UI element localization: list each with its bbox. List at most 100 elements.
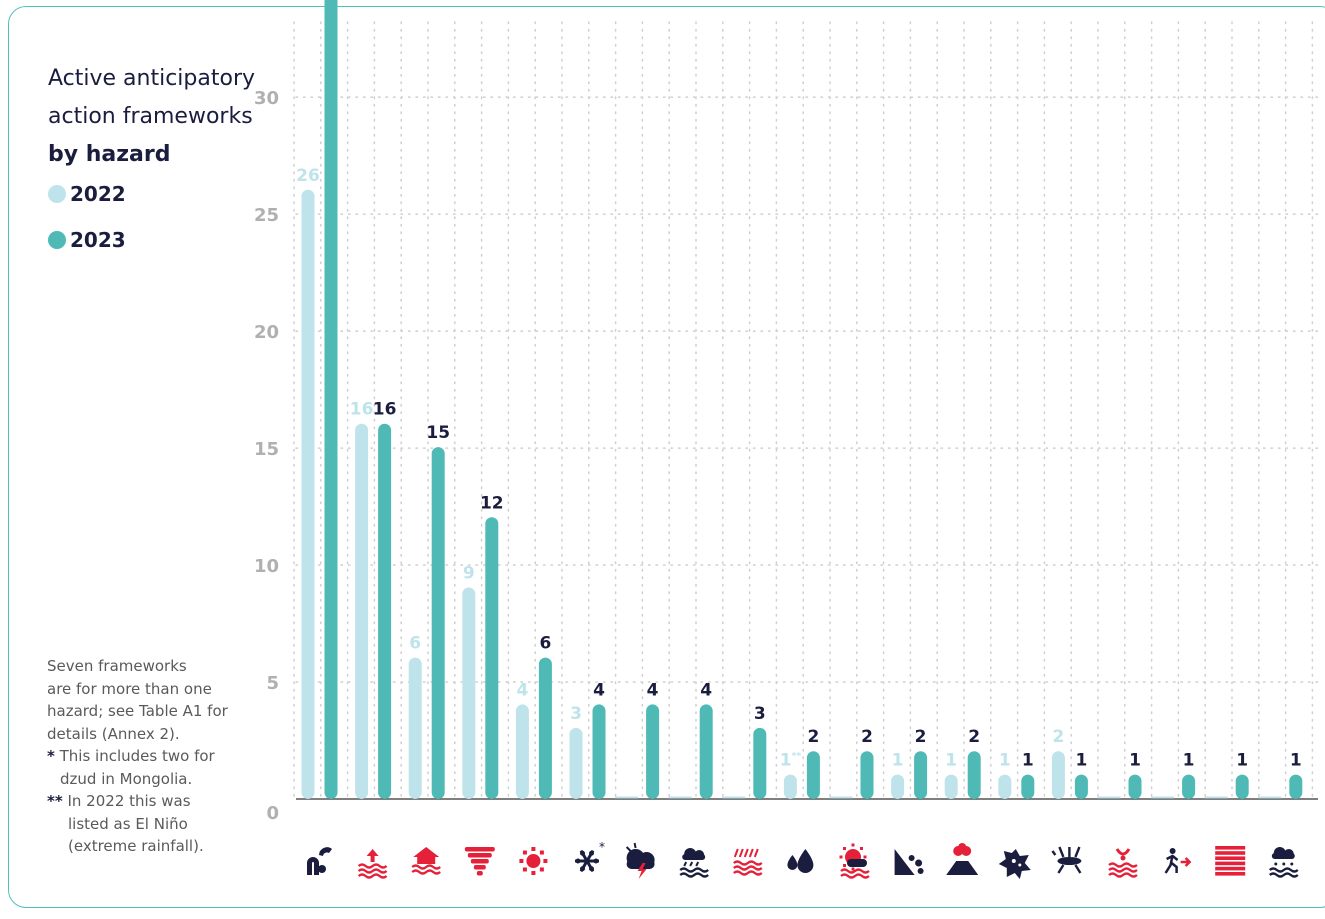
landslide-icon	[894, 849, 924, 875]
bar-2023	[914, 751, 928, 799]
volcano-icon	[946, 843, 979, 875]
note-line-3: hazard; see Table A1 for	[47, 702, 228, 720]
chart-notes: Seven frameworks are for more than one h…	[47, 655, 242, 858]
data-label-2023: 4	[700, 680, 712, 700]
data-label-2022: 16	[350, 400, 374, 420]
cyclone-icon	[464, 847, 495, 876]
tsunami-icon	[1108, 848, 1138, 878]
cold-wave-icon: *	[575, 840, 605, 873]
bar-2022	[1051, 751, 1065, 799]
data-label-2023: 3	[754, 704, 766, 724]
legend-swatch-2023	[48, 231, 66, 249]
data-label-2022: 26	[296, 166, 320, 186]
footnote-2-line-1: In 2022 this was	[67, 792, 191, 810]
drought-icon	[307, 847, 332, 875]
data-label-2023: 1	[1129, 751, 1141, 771]
bar-2022	[944, 774, 958, 799]
bar-2023	[1128, 774, 1142, 799]
footnote-1-line-2: dzud in Mongolia.	[60, 769, 193, 788]
y-tick-label: 10	[254, 556, 279, 577]
legend-swatch-2022	[48, 185, 66, 203]
bar-2022	[998, 774, 1012, 799]
footnote-2: ** In 2022 this was	[47, 790, 242, 813]
data-label-2023: 2	[807, 727, 819, 747]
cold-wave-footnote-mark: *	[599, 840, 605, 854]
y-tick-label: 30	[254, 88, 279, 109]
note-line-2: are for more than one	[47, 679, 212, 698]
bar-2022	[569, 727, 583, 799]
bar-2023	[1074, 774, 1088, 799]
heavy-rain-icon	[733, 848, 763, 876]
legend-item-2022: 2022	[48, 182, 126, 206]
bar-2023	[485, 517, 499, 799]
footnote-2-mark: **	[47, 792, 63, 810]
data-label-2022: 1	[945, 751, 957, 771]
title-line-2: action frameworks	[48, 104, 253, 129]
footnote-2-line-2: listed as El Niño	[68, 814, 188, 833]
bar-2022	[783, 774, 797, 799]
legend-label-2022: 2022	[70, 182, 126, 206]
data-label-2022: 4	[516, 680, 528, 700]
note-line-1: Seven frameworks	[47, 657, 187, 675]
bar-2023	[806, 751, 820, 799]
y-tick-label: 25	[254, 205, 279, 226]
bar-2022	[462, 587, 476, 799]
data-label-2023: 1	[1183, 751, 1195, 771]
chart-frame	[8, 6, 1325, 908]
bar-2023	[1182, 774, 1196, 799]
data-label-2023: 4	[593, 680, 605, 700]
bar-2023	[967, 751, 981, 799]
y-tick-label: 15	[254, 439, 279, 460]
data-label-2023: 1	[1022, 751, 1034, 771]
data-label-2022: 2	[1052, 727, 1064, 747]
data-label-2023: 1	[1236, 751, 1248, 771]
note-line-4: details (Annex 2).	[47, 724, 180, 743]
data-label-2022: 6	[409, 634, 421, 654]
data-label-2023: 15	[426, 423, 450, 443]
water-icon	[787, 849, 814, 873]
y-tick-label: 0	[266, 803, 279, 824]
data-label-2022: 1	[892, 751, 904, 771]
bar-2022	[301, 189, 315, 799]
data-label-2023: 2	[861, 727, 873, 747]
chart-title: Active anticipatory action frameworks by…	[48, 60, 255, 174]
bar-2023	[324, 0, 338, 799]
data-label-2023: 1	[1290, 751, 1302, 771]
y-tick-label: 5	[266, 673, 279, 694]
data-label-2023: 12	[480, 493, 504, 513]
footnote-2-line-3: (extreme rainfall).	[68, 837, 204, 855]
title-line-3: by hazard	[48, 142, 171, 167]
footnote-1: * This includes two for	[47, 745, 242, 768]
data-label-2023: 4	[647, 680, 659, 700]
data-label-2023: 2	[915, 727, 927, 747]
data-label-2022: 1	[999, 751, 1011, 771]
displacement-icon	[1164, 848, 1192, 874]
bar-2023	[699, 704, 713, 799]
bar-2022	[408, 657, 422, 799]
data-label-2022: 1**	[780, 751, 802, 771]
snow-storm-icon	[1269, 847, 1299, 878]
heatwave-icon	[519, 847, 548, 875]
legend-label-2023: 2023	[70, 228, 126, 252]
bar-2023	[378, 423, 392, 799]
bar-2022	[891, 774, 905, 799]
tornado-icon	[1215, 846, 1246, 876]
footnote-1-mark: *	[47, 747, 55, 765]
bar-2022	[355, 423, 369, 799]
bar-2023	[1021, 774, 1035, 799]
data-label-2023: 16	[373, 400, 397, 420]
bar-2023	[753, 727, 767, 799]
bar-2023	[592, 704, 606, 799]
data-label-2023: 2	[968, 727, 980, 747]
flash-flood-icon	[679, 848, 709, 878]
bar-2023	[1289, 774, 1303, 799]
insect-infestation-icon	[1051, 846, 1082, 874]
footnote-1-line-1: This includes two for	[59, 747, 215, 765]
bar-2023	[1235, 774, 1249, 799]
data-label-2022: 9	[463, 563, 475, 583]
el-nino-icon	[839, 843, 870, 879]
bar-2023	[538, 657, 552, 799]
y-tick-label: 20	[254, 322, 279, 343]
bar-2023	[646, 704, 660, 799]
